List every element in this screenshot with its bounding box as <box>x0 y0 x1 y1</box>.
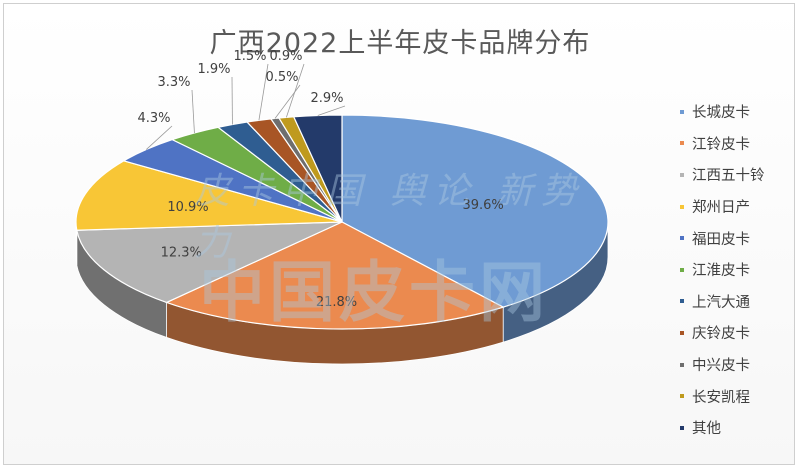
data-label-e6b19fe8a5bfe4ba94e58d81e99383: 12.3% <box>161 246 202 261</box>
legend-item-e995bfe59f8ee79aaee58da1: 长城皮卡 <box>678 96 790 128</box>
data-label-e4b8ade585b4e79aaee58da1: 0.5% <box>265 70 298 85</box>
data-label-e6b19fe6b7aee79aaee58da1: 3.3% <box>157 75 190 90</box>
legend-item-e6b19fe6b7aee79aaee58da1: 江淮皮卡 <box>678 254 790 286</box>
data-label-e585b6e4bb96: 2.9% <box>310 91 343 106</box>
legend-swatch <box>680 394 684 399</box>
pie-slice-e6b19fe99383e79aaee58da1 <box>164 221 505 330</box>
chart-area: 广西2022上半年皮卡品牌分布 39.6% 21.8% 12.3% 10.9% 4.3%… <box>3 3 795 465</box>
legend-label: 庆铃皮卡 <box>692 326 750 343</box>
pie-slice-e98391e5b79ee697a5e4baa7 <box>75 160 343 231</box>
legend-item-e585b6e4bb96: 其他 <box>678 412 790 444</box>
legend-label: 上汽大通 <box>692 294 750 311</box>
data-label-e995bfe59f8ee79aaee58da1: 39.6% <box>462 198 503 213</box>
legend-swatch <box>680 425 684 430</box>
legend-item-e7a68fe794b0e79aaee58da1: 福田皮卡 <box>678 222 790 254</box>
legend-label: 郑州日产 <box>692 200 750 217</box>
pie-top <box>75 114 609 330</box>
data-label-e5ba86e99383e79aaee58da1: 1.5% <box>233 49 266 64</box>
leader-line-e5ba86e99383e79aaee58da1 <box>258 63 269 121</box>
legend-swatch <box>680 330 684 335</box>
leader-line-e7a68fe794b0e79aaee58da1 <box>145 125 173 150</box>
legend-label: 长城皮卡 <box>692 105 750 122</box>
legend-item-e6b19fe8a5bfe4ba94e58d81e99383: 江西五十铃 <box>678 159 790 191</box>
data-label-e4b88ae6b1bde5a4a7e9809a: 1.9% <box>197 62 230 77</box>
data-label-e6b19fe99383e79aaee58da1: 21.8% <box>316 295 357 310</box>
chart-title: 广西2022上半年皮卡品牌分布 <box>209 28 591 59</box>
pie-slice-e995bfe59f8ee79aaee58da1 <box>341 114 609 308</box>
legend-swatch <box>680 109 684 114</box>
legend-swatch <box>680 362 684 367</box>
legend-label: 中兴皮卡 <box>692 358 750 375</box>
legend-item-e6b19fe99383e79aaee58da1: 江铃皮卡 <box>678 128 790 160</box>
legend-item-e4b88ae6b1bde5a4a7e9809a: 上汽大通 <box>678 286 790 318</box>
legend-swatch <box>680 299 684 304</box>
data-label-e98391e5b79ee697a5e4baa7: 10.9% <box>167 200 208 215</box>
leader-line-e6b19fe6b7aee79aaee58da1 <box>191 89 195 133</box>
leader-line-e995bfe5ae89e587afe7a88b <box>285 63 305 118</box>
legend-label: 长安凯程 <box>692 389 750 406</box>
leader-line-e4b8ade585b4e79aaee58da1 <box>274 84 301 119</box>
legend-label: 福田皮卡 <box>692 231 750 248</box>
pie-slice-e6b19fe8a5bfe4ba94e58d81e99383 <box>76 221 343 304</box>
legend-label: 江淮皮卡 <box>692 263 750 280</box>
legend-label: 江西五十铃 <box>692 168 765 185</box>
legend-item-e4b8ade585b4e79aaee58da1: 中兴皮卡 <box>678 349 790 381</box>
legend-swatch <box>680 204 684 209</box>
pie-chart: 39.6% 21.8% 12.3% 10.9% 4.3% 3.3% 1.9%1.5% 0.5%… <box>75 49 609 365</box>
data-label-e995bfe5ae89e587afe7a88b: 0.9% <box>269 49 302 64</box>
legend-swatch <box>680 267 684 272</box>
legend-swatch <box>680 172 684 177</box>
legend-swatch <box>680 236 684 241</box>
legend-swatch <box>680 141 684 146</box>
data-label-e7a68fe794b0e79aaee58da1: 4.3% <box>137 111 170 126</box>
legend-label: 其他 <box>692 421 721 438</box>
data-labels: 39.6% 21.8% 12.3% 10.9% 4.3% 3.3% 1.9%1.5% 0.5%… <box>137 49 503 310</box>
leader-line-e585b6e4bb96 <box>317 105 346 116</box>
legend-label: 江铃皮卡 <box>692 136 750 153</box>
legend: 长城皮卡江铃皮卡江西五十铃郑州日产福田皮卡江淮皮卡上汽大通庆铃皮卡中兴皮卡长安凯… <box>678 96 790 444</box>
legend-item-e5ba86e99383e79aaee58da1: 庆铃皮卡 <box>678 317 790 349</box>
legend-item-e98391e5b79ee697a5e4baa7: 郑州日产 <box>678 191 790 223</box>
legend-item-e995bfe5ae89e587afe7a88b: 长安凯程 <box>678 380 790 412</box>
